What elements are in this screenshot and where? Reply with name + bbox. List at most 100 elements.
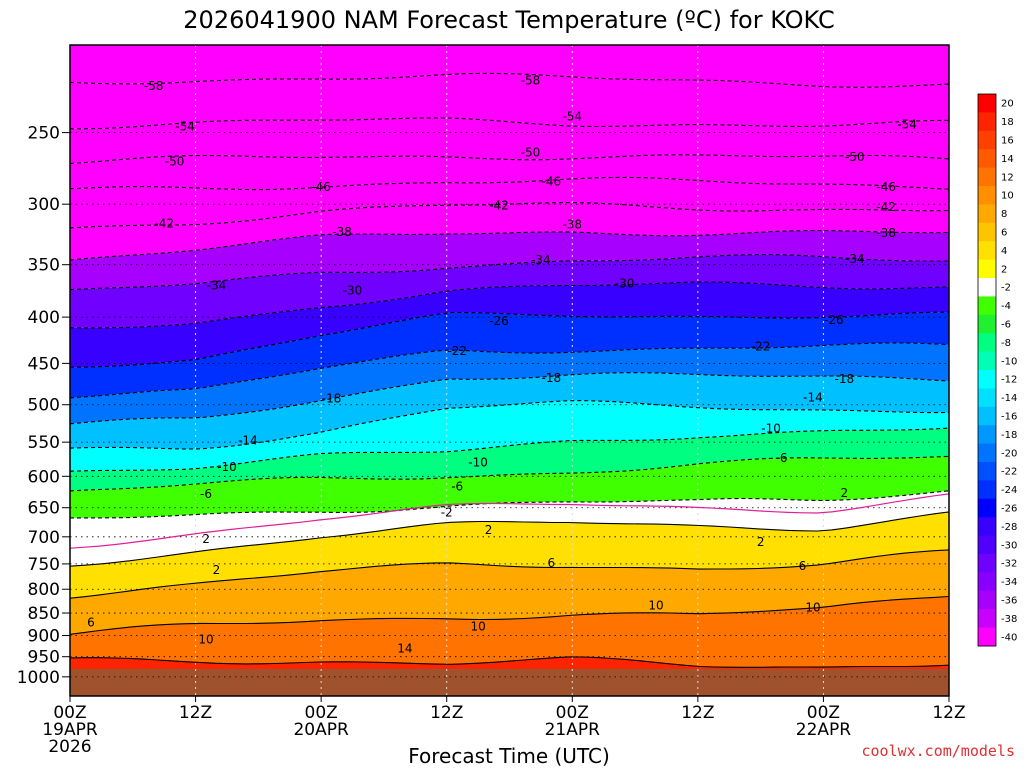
colorbar-swatch [978, 498, 996, 518]
colorbar-swatch [978, 554, 996, 573]
contour-label: 10 [198, 632, 213, 646]
colorbar-swatch [978, 609, 996, 629]
colorbar-frame [977, 93, 997, 647]
temperature-band [70, 511, 949, 599]
colorbar-swatch [978, 167, 996, 187]
isotherm-line [70, 656, 949, 668]
contour-label: -14 [803, 391, 823, 405]
x-tick-label: 12Z [430, 703, 463, 723]
contour-label: -30 [343, 284, 363, 298]
contour-label: -50 [845, 150, 865, 164]
colorbar-label: 16 [1001, 136, 1014, 147]
x-tick-label: 00Z [305, 703, 338, 723]
temperature-fills [70, 45, 949, 696]
contour-labels: -58 -58-54-54-54-50-50 -50-46 -46 -46-42-42-… [87, 74, 917, 656]
colorbar-label: -16 [1001, 412, 1017, 423]
colorbar-swatch [978, 517, 996, 537]
y-tick-label: 1000 [17, 668, 60, 688]
contour-label: 2 [213, 563, 221, 577]
y-tick-label: 900 [28, 626, 60, 646]
contour-label: -42 [876, 200, 896, 214]
contour-label: -30 [615, 276, 635, 290]
colorbar-swatch [978, 296, 996, 316]
temperature-band [70, 596, 949, 668]
contour-label: -38 [876, 226, 896, 240]
temperature-band [70, 254, 949, 328]
y-tick-label: 750 [28, 555, 60, 575]
temperature-band [70, 45, 949, 88]
x-tick-label: 00Z [53, 703, 86, 723]
colorbar-label: -18 [1001, 430, 1017, 441]
contour-label: -18 [322, 391, 342, 405]
colorbar-label: -8 [1001, 338, 1011, 349]
colorbar-label: -14 [1001, 393, 1017, 404]
contour-label: -46 [542, 174, 562, 188]
colorbar-swatch [978, 590, 996, 610]
grid [70, 45, 949, 696]
contour-label: -10 [468, 455, 488, 469]
isotherm-line [70, 281, 949, 329]
colorbar-label: -2 [1001, 283, 1011, 294]
colorbar-swatch [978, 130, 996, 150]
colorbar-label: 6 [1001, 228, 1007, 239]
contour-label: -6 [776, 451, 788, 465]
colorbar-swatch [978, 333, 996, 353]
colorbar-label: -22 [1001, 467, 1017, 478]
colorbar-swatch [978, 627, 996, 647]
colorbar-label: -10 [1001, 356, 1017, 367]
temperature-band [70, 312, 949, 398]
isotherm-line [70, 372, 949, 425]
contour-label: -38 [332, 225, 352, 239]
contour-label: -54 [175, 119, 195, 133]
y-tick-label: 950 [28, 648, 60, 668]
colorbar-swatch [978, 351, 996, 371]
contour-label: -46 [311, 180, 331, 194]
colorbar-swatch [978, 186, 996, 205]
colorbar-label: -28 [1001, 522, 1017, 533]
chart-title: 2026041900 NAM Forecast Temperature (ºC)… [183, 6, 834, 34]
contour-label: -10 [217, 460, 237, 474]
y-tick-label: 250 [28, 124, 60, 144]
colorbar-swatch [978, 480, 996, 500]
contour-label: -42 [154, 216, 174, 230]
colorbar-label: -36 [1001, 596, 1017, 607]
temperature-band [70, 456, 949, 518]
colorbar-label: -40 [1001, 632, 1017, 643]
contour-label: -34 [207, 278, 227, 292]
x-axis-title: Forecast Time (UTC) [408, 744, 610, 768]
credit-text: coolwx.com/models [861, 742, 1015, 760]
contour-label: -2 [441, 506, 453, 520]
colorbar-swatch [978, 259, 996, 279]
y-tick-label: 650 [28, 499, 60, 519]
contour-label: -18 [542, 371, 562, 385]
contour-label: -38 [562, 218, 582, 232]
y-tick-label: 400 [28, 308, 60, 328]
isotherm-line [70, 595, 949, 635]
temperature-band [70, 400, 949, 472]
ground [70, 668, 949, 696]
temperature-band [70, 490, 949, 567]
x-tick-label: 00Z [556, 703, 589, 723]
colorbar-swatch [978, 388, 996, 408]
temperature-band [70, 73, 949, 129]
plot-frame [69, 44, 950, 697]
colorbar: 20 18 16 14 12 10 8 6 4 2 -2 -4 -6 -8 -10 -12 -14 -16 -18 -… [977, 93, 1017, 647]
x-tick-label: 00Z [807, 703, 840, 723]
colorbar-swatch [978, 149, 996, 169]
y-tick-label: 500 [28, 396, 60, 416]
contour-label: -50 [165, 154, 185, 168]
contour-label: -54 [897, 118, 917, 132]
contour-label: 2 [841, 486, 849, 500]
x-tick-label: 19APR [42, 720, 98, 740]
y-tick-label: 600 [28, 467, 60, 487]
colorbar-label: -38 [1001, 614, 1017, 625]
x-tick-label: 12Z [681, 703, 714, 723]
contour-label: -26 [824, 313, 844, 327]
temperature-band [70, 117, 949, 164]
contour-label: -22 [447, 344, 467, 358]
colorbar-label: 18 [1001, 117, 1014, 128]
y-tick-label: 550 [28, 433, 60, 453]
contour-label: -34 [531, 253, 551, 267]
colorbar-label: -32 [1001, 559, 1017, 570]
contour-label: 10 [648, 599, 663, 613]
